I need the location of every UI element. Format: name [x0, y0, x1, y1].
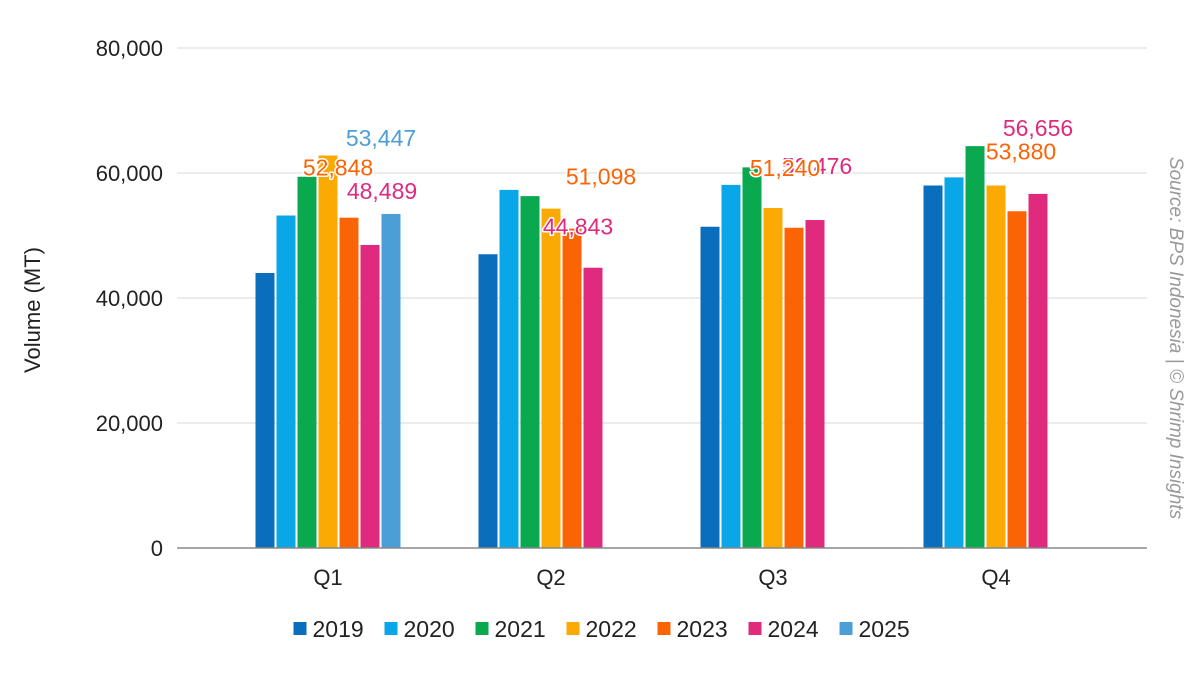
legend-swatch	[384, 622, 398, 635]
legend-label: 2025	[859, 616, 910, 642]
bar-2021-Q2	[520, 196, 540, 548]
bar-2019-Q3	[700, 226, 720, 548]
data-label-2023-Q2: 51,098	[566, 164, 636, 190]
bar-2024-Q3	[805, 220, 825, 548]
data-label-2023-Q4: 53,880	[986, 138, 1056, 164]
legend-swatch	[293, 622, 307, 635]
legend-swatch	[839, 622, 853, 635]
legend-swatch	[657, 622, 671, 635]
bar-2023-Q2	[562, 228, 582, 548]
bar-2020-Q1	[276, 215, 296, 548]
legend-item-2025: 2025	[839, 616, 910, 642]
y-axis-ticks: 0 20,000 40,000 60,000 80,000	[96, 36, 163, 561]
bar-2025-Q1	[381, 213, 401, 549]
legend-item-2019: 2019	[293, 616, 364, 642]
bar-2023-Q1	[339, 217, 359, 548]
y-tick-label: 20,000	[96, 411, 163, 436]
bar-2022-Q3	[763, 208, 783, 548]
legend-label: 2024	[768, 616, 819, 642]
y-axis-title: Volume (MT)	[20, 247, 45, 373]
bar-2022-Q1	[318, 155, 338, 548]
legend-item-2024: 2024	[748, 616, 819, 642]
bar-2023-Q4	[1007, 211, 1027, 548]
bar-2019-Q1	[255, 273, 275, 548]
bar-2019-Q2	[478, 254, 498, 548]
x-axis-ticks: Q1 Q2 Q3 Q4	[313, 565, 1010, 590]
legend-swatch	[475, 622, 489, 635]
legend-item-2020: 2020	[384, 616, 455, 642]
bar-2022-Q4	[986, 185, 1006, 548]
legend-label: 2021	[495, 616, 546, 642]
bar-2020-Q2	[499, 189, 519, 548]
legend-label: 2019	[313, 616, 364, 642]
data-label-2024-Q4: 56,656	[1003, 115, 1073, 141]
bar-2020-Q4	[944, 177, 964, 548]
bar-2024-Q1	[360, 244, 380, 548]
legend-item-2021: 2021	[475, 616, 546, 642]
bars	[255, 146, 1048, 549]
data-label-2024-Q3: 52,476	[782, 153, 852, 179]
gridlines	[177, 47, 1147, 424]
y-tick-label: 0	[151, 536, 163, 561]
bar-2021-Q1	[297, 176, 317, 548]
bar-2019-Q4	[923, 185, 943, 548]
data-label-2025-Q1: 53,447	[346, 125, 416, 151]
bar-2024-Q2	[583, 267, 603, 548]
legend-label: 2020	[404, 616, 455, 642]
y-tick-label: 80,000	[96, 36, 163, 61]
x-tick-label: Q1	[313, 565, 342, 590]
bar-2024-Q4	[1028, 193, 1048, 548]
legend-label: 2023	[677, 616, 728, 642]
bar-2021-Q4	[965, 146, 985, 548]
legend-swatch	[748, 622, 762, 635]
bar-2022-Q2	[541, 208, 561, 548]
legend-item-2023: 2023	[657, 616, 728, 642]
legend-item-2022: 2022	[566, 616, 637, 642]
y-tick-label: 40,000	[96, 286, 163, 311]
x-tick-label: Q3	[758, 565, 787, 590]
legend-swatch	[566, 622, 580, 635]
data-label-2023-Q3: 51,240	[750, 155, 820, 181]
x-tick-label: Q2	[536, 565, 565, 590]
legend: 2019 2020 2021 2022 2023 2024 2025	[293, 616, 910, 642]
bar-2020-Q3	[721, 184, 741, 548]
x-tick-label: Q4	[981, 565, 1010, 590]
source-note: Source: BPS Indonesia | © Shrimp Insight…	[1165, 157, 1186, 520]
y-tick-label: 60,000	[96, 161, 163, 186]
data-label-2024-Q1: 48,489	[347, 178, 417, 204]
data-label-2024-Q2: 44,843	[543, 214, 613, 240]
data-label-2023-Q1: 52,848	[303, 155, 373, 181]
bar-2023-Q3	[784, 227, 804, 548]
legend-label: 2022	[586, 616, 637, 642]
bar-2021-Q3	[742, 167, 762, 548]
